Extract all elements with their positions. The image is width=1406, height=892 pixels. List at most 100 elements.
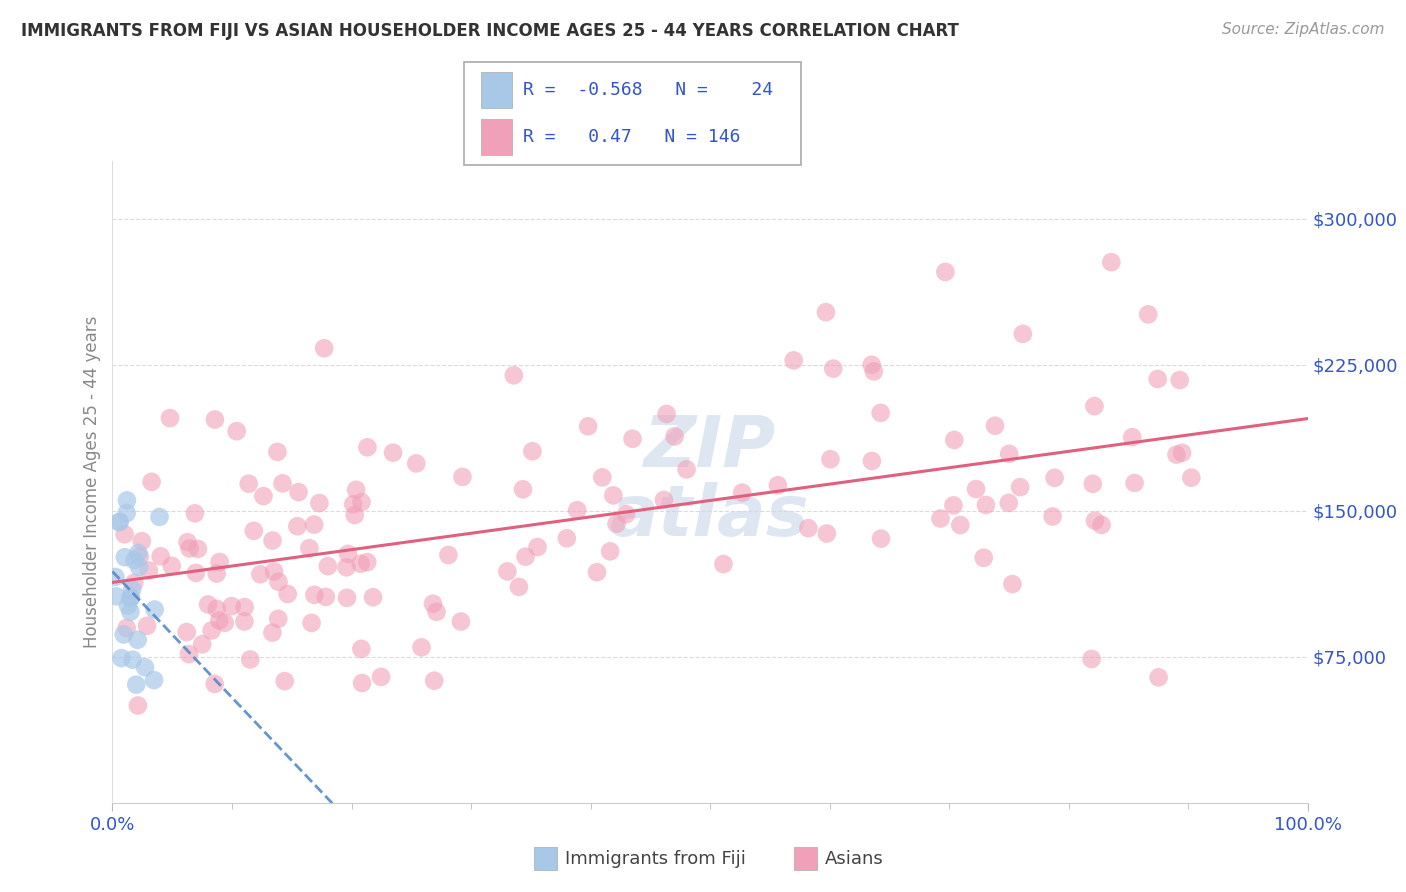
Point [179, 541, 201, 556]
Point [225, 424, 247, 438]
Point [134, 660, 156, 674]
Text: R =  -0.568   N =    24: R = -0.568 N = 24 [523, 81, 773, 99]
Point [233, 600, 256, 615]
Point [335, 560, 357, 574]
Point [176, 535, 198, 549]
Point [423, 673, 446, 688]
Point [315, 590, 337, 604]
Point [437, 548, 460, 562]
Point [664, 429, 686, 443]
Point [125, 677, 148, 691]
Point [177, 647, 200, 661]
Point [233, 615, 256, 629]
Point [141, 475, 163, 489]
Point [143, 673, 166, 687]
Point [1083, 399, 1105, 413]
Point [1099, 255, 1122, 269]
Point [997, 496, 1019, 510]
Point [115, 506, 138, 520]
Point [308, 496, 330, 510]
Point [298, 541, 321, 556]
Point [127, 546, 149, 560]
Point [508, 580, 530, 594]
Point [336, 591, 359, 605]
Point [143, 602, 166, 616]
Point [121, 653, 143, 667]
Point [522, 444, 544, 458]
Point [815, 526, 838, 541]
Point [451, 470, 474, 484]
Point [942, 499, 965, 513]
Point [239, 652, 262, 666]
Point [713, 557, 735, 571]
Point [159, 411, 181, 425]
Point [120, 591, 142, 605]
Point [242, 524, 264, 538]
Point [599, 544, 621, 558]
Point [1146, 372, 1168, 386]
Point [214, 615, 236, 630]
Point [350, 495, 373, 509]
Point [450, 615, 472, 629]
Point [314, 341, 336, 355]
Y-axis label: Householder Income Ages 25 - 44 years: Householder Income Ages 25 - 44 years [83, 316, 101, 648]
Point [344, 483, 367, 497]
Point [267, 574, 290, 589]
Point [104, 570, 127, 584]
Point [1043, 471, 1066, 485]
Point [201, 624, 224, 638]
Text: Source: ZipAtlas.com: Source: ZipAtlas.com [1222, 22, 1385, 37]
Point [1001, 577, 1024, 591]
Point [148, 509, 170, 524]
Point [205, 566, 228, 581]
Point [112, 627, 135, 641]
Point [1010, 480, 1032, 494]
Point [252, 489, 274, 503]
Point [187, 541, 209, 556]
Point [943, 433, 966, 447]
Point [1080, 652, 1102, 666]
Point [1042, 509, 1064, 524]
Point [602, 488, 624, 502]
Point [1147, 670, 1170, 684]
Point [1084, 514, 1107, 528]
Point [797, 521, 820, 535]
Point [860, 358, 883, 372]
Point [783, 353, 806, 368]
Point [127, 632, 149, 647]
Point [114, 550, 136, 565]
Point [502, 368, 524, 383]
Point [110, 651, 132, 665]
Point [869, 406, 891, 420]
Point [343, 508, 366, 522]
Point [1123, 475, 1146, 490]
Point [425, 605, 447, 619]
Point [342, 497, 364, 511]
Point [1168, 373, 1191, 387]
Point [586, 565, 609, 579]
Point [287, 519, 309, 533]
Point [131, 534, 153, 549]
Point [263, 565, 285, 579]
Point [120, 591, 142, 605]
Point [249, 567, 271, 582]
Point [208, 614, 231, 628]
Point [115, 621, 138, 635]
Point [108, 515, 131, 529]
Point [262, 625, 284, 640]
Point [731, 485, 754, 500]
Point [204, 412, 226, 426]
Point [1090, 517, 1112, 532]
Point [361, 591, 384, 605]
Point [512, 483, 534, 497]
Point [267, 612, 290, 626]
Point [128, 559, 150, 574]
Point [1166, 448, 1188, 462]
Point [555, 531, 578, 545]
Point [591, 470, 613, 484]
Point [422, 597, 444, 611]
Point [823, 361, 845, 376]
Point [197, 598, 219, 612]
Point [176, 625, 198, 640]
Point [655, 407, 678, 421]
